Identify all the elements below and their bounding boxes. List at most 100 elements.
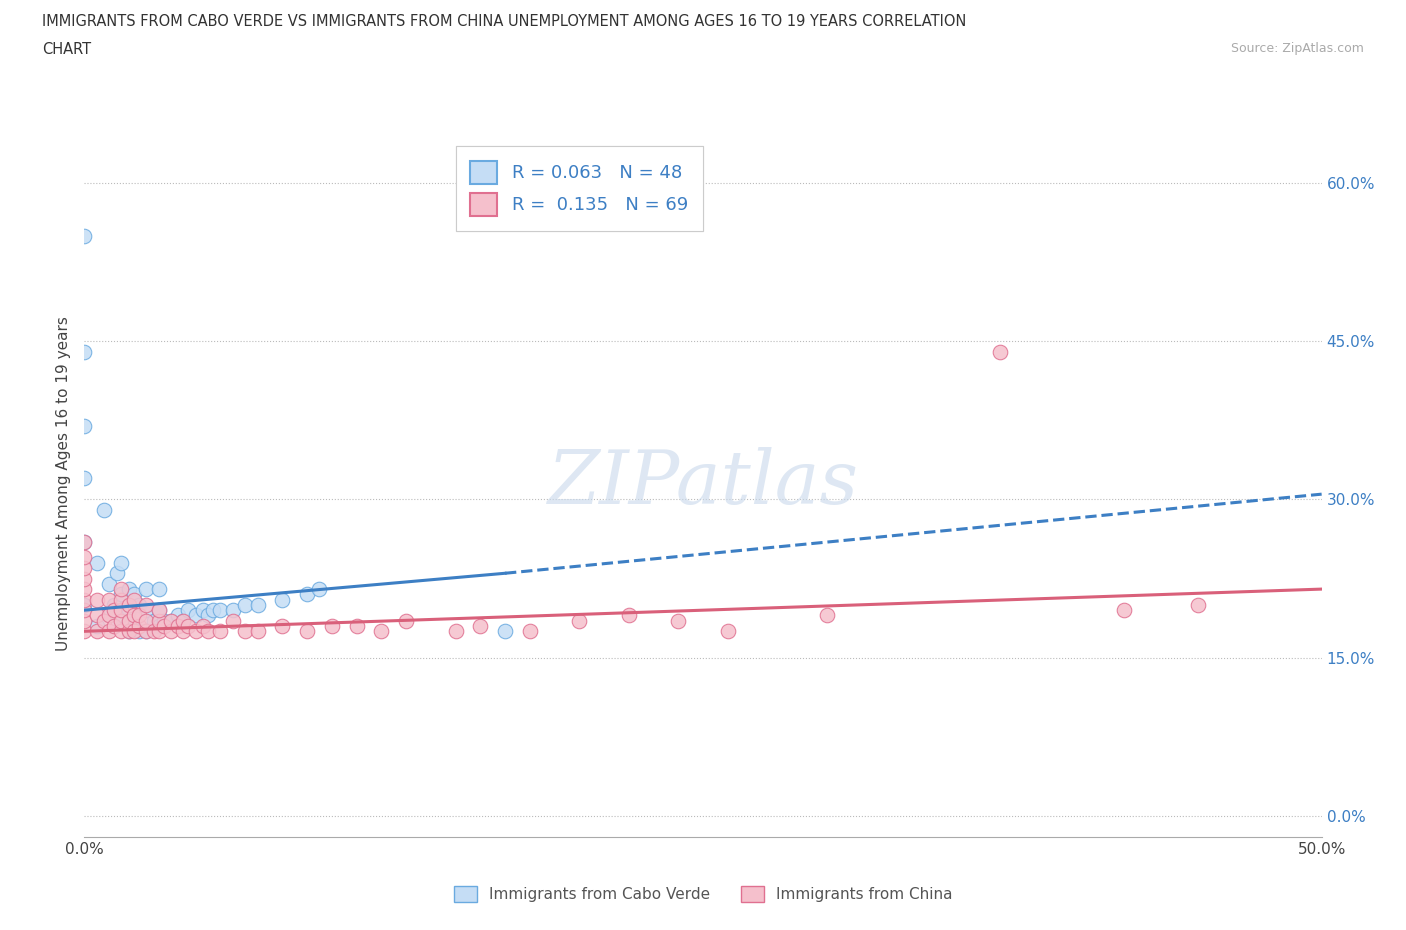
Point [142,613,165,628]
Point [142,624,165,639]
Point [246,624,269,639]
Point [295,624,318,639]
Point [370,624,392,639]
Point [568,613,591,628]
Point [118,624,141,639]
Point [73,624,96,639]
Point [148,613,170,628]
Point [470,618,492,633]
Point [103,618,125,633]
Point [73,344,96,359]
Point [122,592,145,607]
Point [118,624,141,639]
Point [103,618,125,633]
Point [246,597,269,612]
Point [184,624,207,639]
Point [395,613,418,628]
Point [110,592,132,607]
Point [98,608,121,623]
Point [135,624,157,639]
Point [73,534,96,549]
Point [86,592,108,607]
Point [1112,603,1135,618]
Point [167,608,190,623]
Point [308,581,330,596]
Point [98,577,121,591]
Point [717,624,740,639]
Point [122,587,145,602]
Point [73,571,96,586]
Point [110,581,132,596]
Point [110,603,132,618]
Point [172,613,194,628]
Point [321,618,343,633]
Point [135,624,157,639]
Point [98,608,121,623]
Point [73,471,96,485]
Point [233,624,256,639]
Point [73,418,96,433]
Point [118,613,141,628]
Point [118,597,141,612]
Point [172,624,194,639]
Text: ZIPatlas: ZIPatlas [547,447,859,520]
Point [148,618,170,633]
Point [135,613,157,628]
Point [152,618,174,633]
Point [191,603,214,618]
Point [197,608,219,623]
Point [271,592,294,607]
Point [222,603,245,618]
Point [815,608,838,623]
Point [73,228,96,243]
Point [128,624,150,639]
Point [73,550,96,565]
Point [122,618,145,633]
Point [160,624,183,639]
Point [110,624,132,639]
Point [86,555,108,570]
Point [209,624,232,639]
Point [191,618,214,633]
Point [148,603,170,618]
Point [148,603,170,618]
Point [666,613,689,628]
Point [167,618,190,633]
Point [444,624,467,639]
Point [73,561,96,576]
Point [110,608,132,623]
Text: Source: ZipAtlas.com: Source: ZipAtlas.com [1230,42,1364,55]
Point [122,624,145,639]
Point [152,613,174,628]
Point [222,613,245,628]
Point [103,597,125,612]
Point [184,608,207,623]
Point [118,603,141,618]
Point [110,613,132,628]
Point [233,597,256,612]
Legend: R = 0.063   N = 48, R =  0.135   N = 69: R = 0.063 N = 48, R = 0.135 N = 69 [456,146,703,231]
Point [988,344,1011,359]
Point [209,603,232,618]
Point [1187,597,1209,612]
Point [177,618,200,633]
Point [86,618,108,633]
Point [73,592,96,607]
Point [105,565,128,580]
Text: CHART: CHART [42,42,91,57]
Point [160,613,183,628]
Point [73,534,96,549]
Point [110,555,132,570]
Point [110,587,132,602]
Point [122,608,145,623]
Point [98,592,121,607]
Point [160,613,183,628]
Point [177,603,200,618]
Point [271,618,294,633]
Point [172,613,194,628]
Point [86,608,108,623]
Point [73,581,96,596]
Point [148,624,170,639]
Point [86,624,108,639]
Legend: Immigrants from Cabo Verde, Immigrants from China: Immigrants from Cabo Verde, Immigrants f… [447,880,959,909]
